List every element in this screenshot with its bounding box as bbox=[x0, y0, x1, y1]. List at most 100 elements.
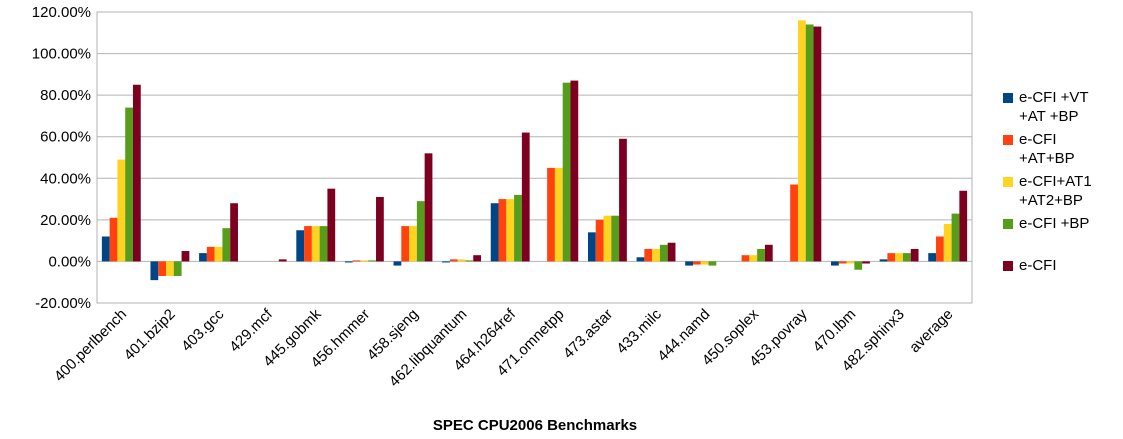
legend-swatch bbox=[1003, 261, 1013, 271]
x-tick-label: 470.lbm bbox=[810, 306, 860, 356]
bar bbox=[587, 232, 596, 262]
bar bbox=[659, 244, 668, 262]
bar bbox=[685, 261, 693, 266]
bar bbox=[644, 248, 653, 262]
bar bbox=[928, 253, 937, 262]
bar bbox=[416, 201, 425, 262]
plot-frame bbox=[96, 11, 973, 304]
bar bbox=[473, 255, 482, 262]
bar bbox=[570, 80, 579, 262]
bar bbox=[708, 261, 717, 266]
bar bbox=[619, 138, 627, 262]
bar bbox=[181, 251, 190, 262]
bar bbox=[393, 261, 402, 266]
bar bbox=[595, 219, 604, 262]
y-tick-label: 20.00% bbox=[40, 212, 91, 229]
y-tick-label: 40.00% bbox=[40, 170, 91, 187]
x-tick-label: average bbox=[906, 306, 956, 356]
bar bbox=[951, 213, 960, 262]
bar bbox=[547, 167, 555, 262]
bar bbox=[344, 261, 353, 263]
legend-label: e-CFI +AT+BP bbox=[1019, 131, 1075, 167]
legend-swatch bbox=[1003, 219, 1013, 229]
legend-item: e-CFI +VT +AT +BP bbox=[1003, 88, 1118, 130]
bar bbox=[465, 260, 474, 262]
bar bbox=[166, 261, 174, 276]
bar bbox=[943, 224, 952, 262]
bar bbox=[910, 248, 919, 262]
bar bbox=[409, 226, 417, 262]
bar bbox=[838, 261, 847, 264]
bar bbox=[376, 196, 384, 262]
bar bbox=[311, 226, 320, 262]
x-tick-label: 473.astar bbox=[560, 306, 616, 362]
legend: e-CFI +VT +AT +BP e-CFI +AT+BP e-CFI+AT1 +… bbox=[1003, 88, 1118, 298]
bar bbox=[319, 226, 328, 262]
legend-item: e-CFI +AT+BP bbox=[1003, 130, 1118, 172]
bar bbox=[636, 257, 645, 262]
bar bbox=[327, 188, 336, 262]
legend-label: e-CFI +BP bbox=[1019, 215, 1090, 232]
bar bbox=[214, 246, 223, 262]
y-tick-label: 80.00% bbox=[40, 87, 91, 104]
x-tick-label: 400.perlbench bbox=[51, 306, 130, 385]
bar bbox=[797, 20, 806, 262]
bar bbox=[150, 261, 159, 281]
bar bbox=[230, 203, 238, 262]
bar bbox=[117, 159, 126, 262]
bar bbox=[521, 132, 530, 262]
legend-item: e-CFI+AT1 +AT2+BP bbox=[1003, 172, 1118, 214]
bar bbox=[109, 217, 118, 262]
bar bbox=[278, 259, 287, 262]
y-tick-label: 60.00% bbox=[40, 129, 91, 146]
bar bbox=[401, 226, 410, 262]
bar bbox=[936, 236, 944, 262]
legend-label: e-CFI+AT1 +AT2+BP bbox=[1019, 173, 1092, 209]
bar bbox=[490, 203, 499, 262]
bar bbox=[206, 246, 215, 262]
bar bbox=[749, 255, 758, 262]
bar bbox=[199, 253, 207, 262]
bar bbox=[813, 26, 822, 262]
bar bbox=[296, 230, 305, 262]
y-tick-label: -20.00% bbox=[35, 295, 91, 312]
y-tick-label: 0.00% bbox=[48, 253, 91, 270]
y-tick-label: 100.00% bbox=[32, 46, 91, 63]
bar bbox=[132, 84, 141, 262]
bar bbox=[173, 261, 182, 276]
bar bbox=[449, 259, 458, 262]
bar bbox=[457, 259, 466, 262]
bar bbox=[562, 82, 571, 262]
x-tick-label: 401.bzip2 bbox=[121, 306, 179, 364]
bar bbox=[368, 260, 377, 262]
bar bbox=[125, 107, 133, 262]
bar bbox=[611, 215, 620, 262]
bar bbox=[424, 153, 433, 262]
legend-swatch bbox=[1003, 93, 1013, 103]
bar bbox=[514, 194, 522, 262]
bar bbox=[442, 261, 450, 263]
bar bbox=[757, 248, 765, 262]
y-tick-label: 120.00% bbox=[32, 4, 91, 21]
bar bbox=[959, 190, 968, 262]
bar bbox=[360, 260, 369, 262]
bar bbox=[764, 244, 773, 262]
bar bbox=[805, 24, 814, 262]
legend-swatch bbox=[1003, 177, 1013, 187]
bar bbox=[700, 261, 709, 265]
bar bbox=[158, 261, 167, 276]
bar bbox=[831, 261, 839, 266]
legend-label: e-CFI +VT +AT +BP bbox=[1019, 89, 1089, 125]
bar bbox=[222, 228, 231, 262]
bar bbox=[846, 261, 855, 264]
bar bbox=[790, 184, 798, 262]
bar bbox=[506, 199, 515, 262]
bar bbox=[498, 199, 507, 262]
bar bbox=[554, 167, 563, 262]
bar bbox=[854, 261, 863, 270]
legend-item: e-CFI bbox=[1003, 256, 1118, 298]
bar bbox=[667, 242, 676, 262]
legend-swatch bbox=[1003, 135, 1013, 145]
